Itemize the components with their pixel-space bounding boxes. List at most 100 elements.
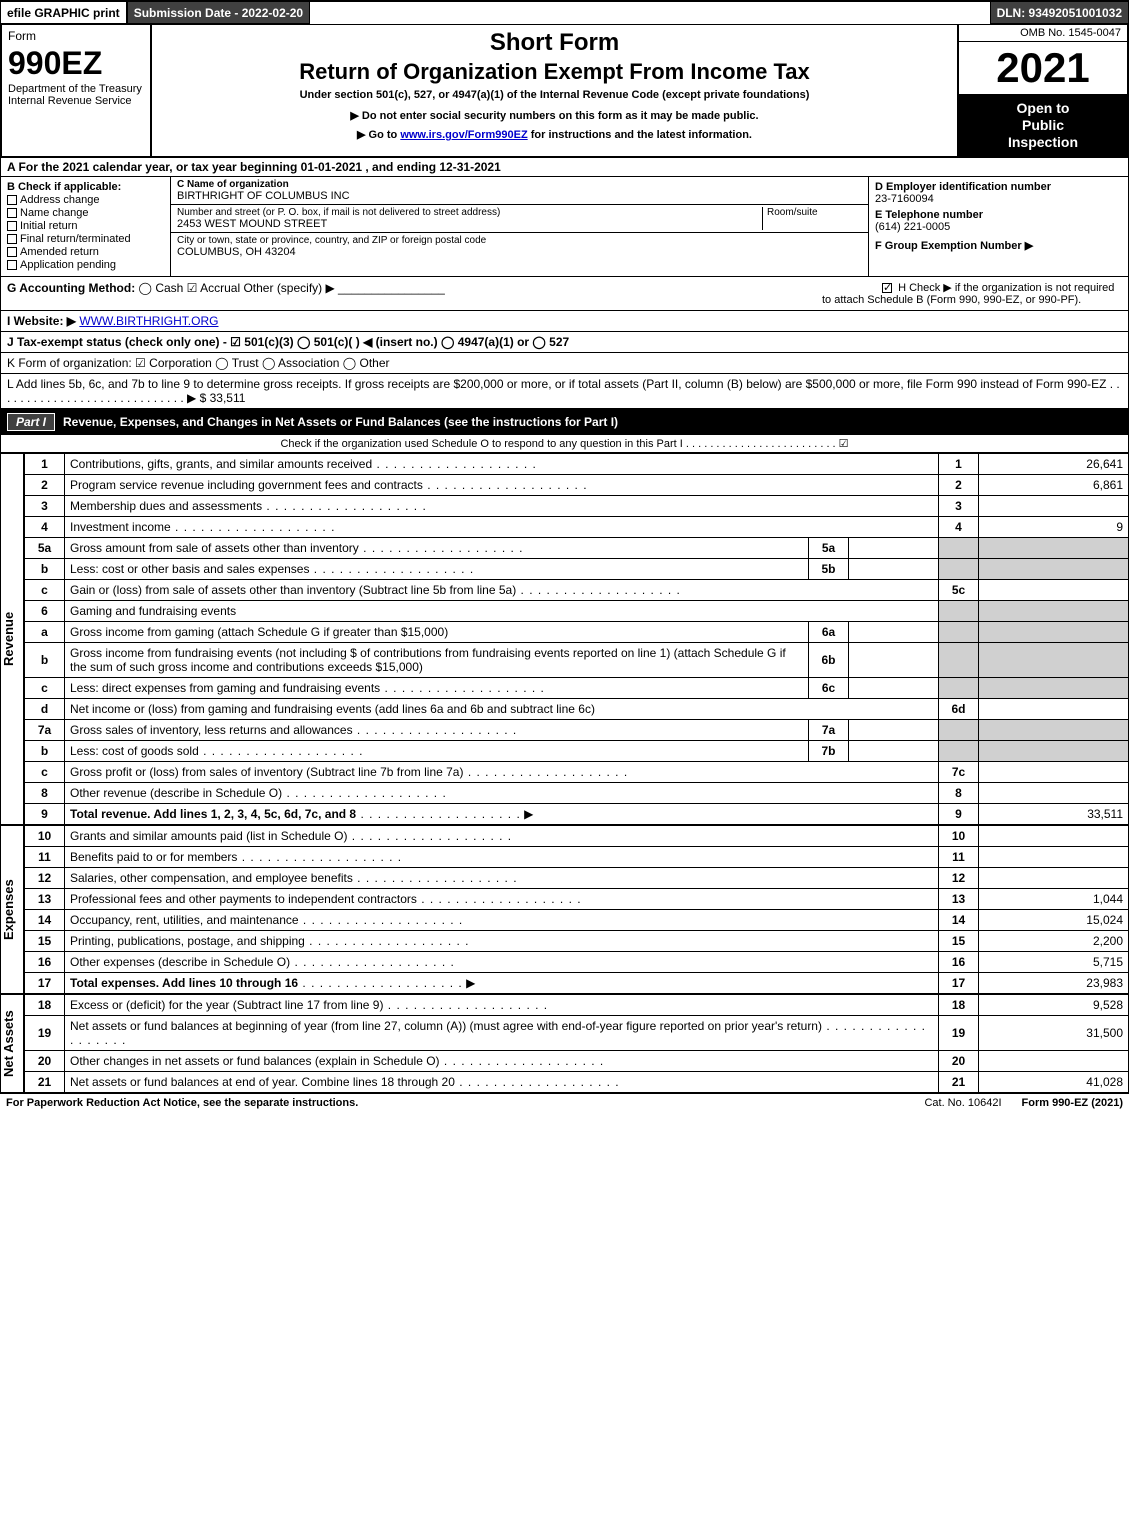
row-12: 12Salaries, other compensation, and empl… xyxy=(25,868,1129,889)
org-name-label: C Name of organization xyxy=(177,179,862,190)
box-def: D Employer identification number 23-7160… xyxy=(868,177,1128,276)
do-not-enter: ▶ Do not enter social security numbers o… xyxy=(160,109,949,122)
footer-center: Cat. No. 10642I xyxy=(924,1097,1001,1109)
row-18: 18Excess or (deficit) for the year (Subt… xyxy=(25,995,1129,1016)
row-6a: aGross income from gaming (attach Schedu… xyxy=(25,622,1129,643)
org-name: BIRTHRIGHT OF COLUMBUS INC xyxy=(177,190,862,202)
line-l-amount: 33,511 xyxy=(210,391,246,405)
line-gh: G Accounting Method: ◯ Cash ☑ Accrual Ot… xyxy=(0,277,1129,311)
footer-left: For Paperwork Reduction Act Notice, see … xyxy=(6,1097,904,1109)
group-exemption-label: F Group Exemption Number ▶ xyxy=(875,239,1122,252)
website-label: I Website: ▶ xyxy=(7,314,76,328)
row-11: 11Benefits paid to or for members11 xyxy=(25,847,1129,868)
line-a: A For the 2021 calendar year, or tax yea… xyxy=(0,158,1129,177)
line-h: H Check ▶ if the organization is not req… xyxy=(822,281,1122,306)
row-21: 21Net assets or fund balances at end of … xyxy=(25,1072,1129,1093)
part1-sub: Check if the organization used Schedule … xyxy=(0,435,1129,453)
netassets-section: Net Assets 18Excess or (deficit) for the… xyxy=(0,994,1129,1093)
goto-post: for instructions and the latest informat… xyxy=(528,129,752,141)
revenue-section: Revenue 1Contributions, gifts, grants, a… xyxy=(0,453,1129,825)
short-form-title: Short Form xyxy=(160,29,949,57)
chk-name-change[interactable]: Name change xyxy=(7,207,164,219)
line-i: I Website: ▶ WWW.BIRTHRIGHT.ORG xyxy=(0,311,1129,332)
form-of-org: K Form of organization: ☑ Corporation ◯ … xyxy=(7,356,390,370)
open-line3: Inspection xyxy=(963,134,1123,151)
chk-h[interactable] xyxy=(882,283,892,293)
form-label: Form xyxy=(8,29,144,43)
row-1: 1Contributions, gifts, grants, and simil… xyxy=(25,454,1129,475)
part1-header: Part I Revenue, Expenses, and Changes in… xyxy=(0,409,1129,435)
org-city: COLUMBUS, OH 43204 xyxy=(177,246,862,258)
row-6c: cLess: direct expenses from gaming and f… xyxy=(25,678,1129,699)
efile-print-button[interactable]: efile GRAPHIC print xyxy=(0,2,127,24)
return-title: Return of Organization Exempt From Incom… xyxy=(160,59,949,85)
dln: DLN: 93492051001032 xyxy=(990,2,1129,24)
line-j: J Tax-exempt status (check only one) - ☑… xyxy=(0,332,1129,353)
goto-line: ▶ Go to www.irs.gov/Form990EZ for instru… xyxy=(160,128,949,141)
row-10: 10Grants and similar amounts paid (list … xyxy=(25,826,1129,847)
header-center: Short Form Return of Organization Exempt… xyxy=(152,25,957,156)
row-9: 9Total revenue. Add lines 1, 2, 3, 4, 5c… xyxy=(25,804,1129,825)
goto-pre: ▶ Go to xyxy=(357,129,400,141)
other-opt[interactable]: Other (specify) ▶ ________________ xyxy=(243,281,444,295)
box-c: C Name of organization BIRTHRIGHT OF COL… xyxy=(171,177,868,276)
netassets-table: 18Excess or (deficit) for the year (Subt… xyxy=(24,994,1129,1093)
accounting-label: G Accounting Method: xyxy=(7,281,135,295)
row-16: 16Other expenses (describe in Schedule O… xyxy=(25,952,1129,973)
part1-tag: Part I xyxy=(7,413,55,431)
chk-initial-return[interactable]: Initial return xyxy=(7,220,164,232)
row-5a: 5aGross amount from sale of assets other… xyxy=(25,538,1129,559)
org-addr-block: Number and street (or P. O. box, if mail… xyxy=(171,205,868,233)
irs-label: Internal Revenue Service xyxy=(8,95,144,107)
row-6: 6Gaming and fundraising events xyxy=(25,601,1129,622)
under-section: Under section 501(c), 527, or 4947(a)(1)… xyxy=(160,89,949,101)
submission-date: Submission Date - 2022-02-20 xyxy=(127,2,310,24)
open-line2: Public xyxy=(963,117,1123,134)
omb-number: OMB No. 1545-0047 xyxy=(959,25,1127,42)
revenue-table: 1Contributions, gifts, grants, and simil… xyxy=(24,453,1129,825)
row-2: 2Program service revenue including gover… xyxy=(25,475,1129,496)
open-to-public: Open to Public Inspection xyxy=(959,94,1127,156)
addr-label: Number and street (or P. O. box, if mail… xyxy=(177,207,762,218)
spacer xyxy=(310,2,989,24)
ein: 23-7160094 xyxy=(875,193,1122,205)
line-h-text: H Check ▶ if the organization is not req… xyxy=(822,282,1114,306)
expenses-table: 10Grants and similar amounts paid (list … xyxy=(24,825,1129,994)
telephone: (614) 221-0005 xyxy=(875,221,1122,233)
row-7a: 7aGross sales of inventory, less returns… xyxy=(25,720,1129,741)
row-17: 17Total expenses. Add lines 10 through 1… xyxy=(25,973,1129,994)
row-19: 19Net assets or fund balances at beginni… xyxy=(25,1016,1129,1051)
row-4: 4Investment income49 xyxy=(25,517,1129,538)
expenses-vlabel: Expenses xyxy=(0,825,24,994)
row-14: 14Occupancy, rent, utilities, and mainte… xyxy=(25,910,1129,931)
chk-amended[interactable]: Amended return xyxy=(7,246,164,258)
box-b-label: B Check if applicable: xyxy=(7,181,164,193)
chk-address-change[interactable]: Address change xyxy=(7,194,164,206)
form-number: 990EZ xyxy=(8,47,144,79)
dept-treasury: Department of the Treasury xyxy=(8,83,144,95)
open-line1: Open to xyxy=(963,100,1123,117)
org-city-block: City or town, state or province, country… xyxy=(171,233,868,260)
line-g: G Accounting Method: ◯ Cash ☑ Accrual Ot… xyxy=(7,281,822,306)
website-link[interactable]: WWW.BIRTHRIGHT.ORG xyxy=(79,314,218,328)
goto-link[interactable]: www.irs.gov/Form990EZ xyxy=(400,129,527,141)
chk-pending[interactable]: Application pending xyxy=(7,259,164,271)
tax-year: 2021 xyxy=(959,42,1127,94)
cash-opt[interactable]: ◯ Cash xyxy=(139,281,184,295)
form-header: Form 990EZ Department of the Treasury In… xyxy=(0,24,1129,158)
row-20: 20Other changes in net assets or fund ba… xyxy=(25,1051,1129,1072)
line-k: K Form of organization: ☑ Corporation ◯ … xyxy=(0,353,1129,374)
tax-exempt-status: J Tax-exempt status (check only one) - ☑… xyxy=(7,335,569,349)
org-name-block: C Name of organization BIRTHRIGHT OF COL… xyxy=(171,177,868,205)
row-5b: bLess: cost or other basis and sales exp… xyxy=(25,559,1129,580)
row-5c: cGain or (loss) from sale of assets othe… xyxy=(25,580,1129,601)
line-l: L Add lines 5b, 6c, and 7b to line 9 to … xyxy=(0,374,1129,409)
room-label: Room/suite xyxy=(767,207,862,218)
header-left: Form 990EZ Department of the Treasury In… xyxy=(2,25,152,156)
row-6d: dNet income or (loss) from gaming and fu… xyxy=(25,699,1129,720)
chk-final-return[interactable]: Final return/terminated xyxy=(7,233,164,245)
row-7c: cGross profit or (loss) from sales of in… xyxy=(25,762,1129,783)
page-footer: For Paperwork Reduction Act Notice, see … xyxy=(0,1093,1129,1112)
accrual-opt[interactable]: ☑ Accrual xyxy=(187,281,240,295)
box-b: B Check if applicable: Address change Na… xyxy=(1,177,171,276)
